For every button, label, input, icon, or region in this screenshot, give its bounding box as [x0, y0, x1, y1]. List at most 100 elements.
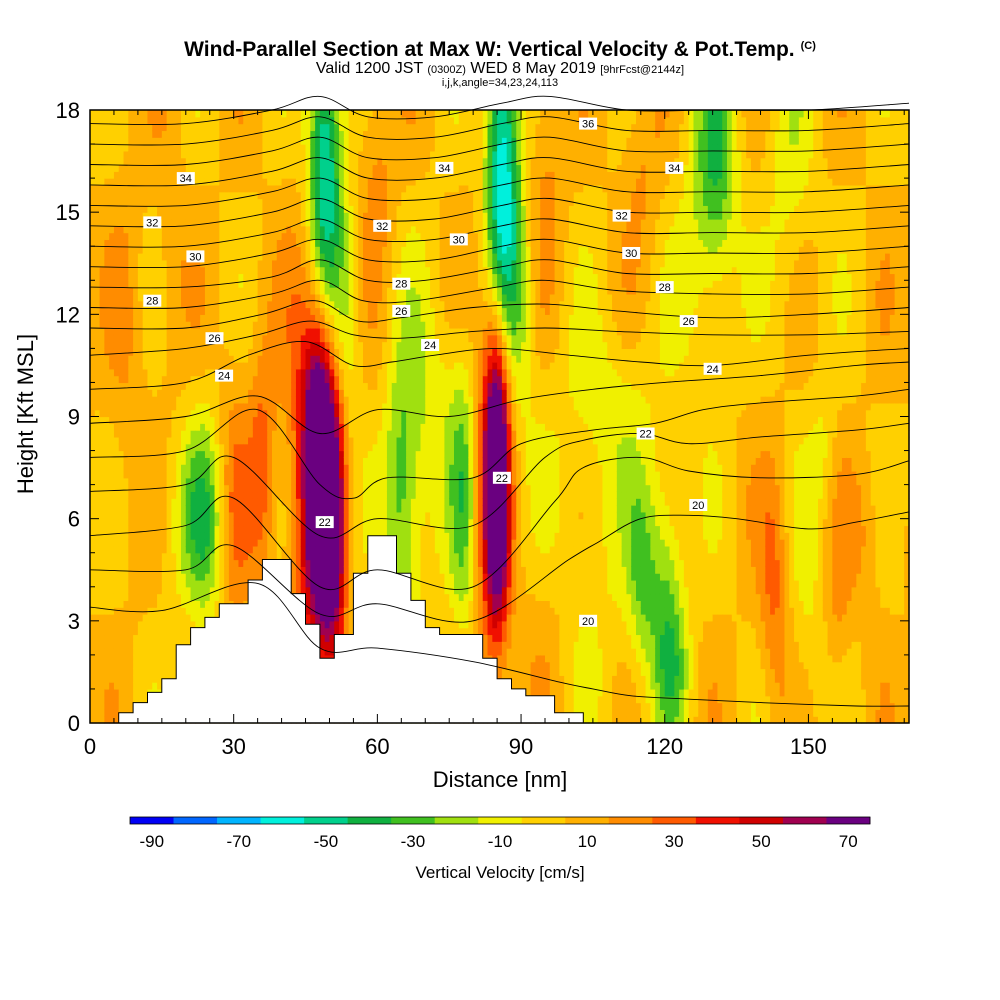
w-cell [109, 178, 115, 186]
w-cell [305, 239, 311, 247]
w-cell [305, 382, 311, 390]
w-cell [276, 334, 283, 343]
w-cell [90, 307, 96, 315]
w-cell [152, 559, 158, 567]
w-cell [195, 620, 201, 629]
w-cell [272, 314, 278, 322]
w-cell [219, 586, 225, 595]
w-cell [348, 511, 355, 520]
w-cell [209, 144, 216, 152]
w-cell [248, 314, 254, 322]
w-cell [334, 375, 340, 384]
w-cell [295, 355, 302, 363]
w-cell [99, 259, 105, 268]
w-cell [248, 430, 254, 438]
w-cell [252, 443, 259, 452]
w-cell [109, 511, 115, 520]
w-cell [181, 314, 187, 322]
w-cell [305, 273, 311, 281]
w-cell [295, 498, 302, 506]
w-cell [315, 409, 321, 418]
w-cell [291, 402, 297, 411]
w-cell [204, 586, 211, 595]
w-cell [329, 355, 335, 363]
w-cell [109, 443, 115, 452]
w-cell [324, 239, 331, 247]
w-cell [257, 232, 264, 241]
w-cell [272, 389, 278, 397]
w-cell [291, 218, 297, 227]
w-cell [233, 280, 240, 288]
w-cell [315, 614, 321, 622]
w-cell [343, 450, 350, 458]
w-cell [109, 218, 115, 227]
w-cell [137, 150, 144, 159]
w-cell [113, 641, 120, 649]
w-cell [310, 566, 316, 574]
w-cell [137, 130, 144, 138]
w-cell [142, 266, 149, 275]
w-cell [324, 525, 331, 533]
w-cell [353, 511, 359, 520]
w-cell [272, 191, 278, 200]
w-cell [104, 232, 110, 241]
w-cell [291, 341, 297, 349]
w-cell [142, 137, 149, 145]
w-cell [133, 450, 139, 458]
w-cell [334, 525, 340, 533]
w-cell [319, 559, 326, 567]
w-cell [195, 191, 201, 200]
w-cell [281, 505, 287, 513]
w-cell [228, 539, 235, 547]
w-cell [204, 157, 211, 166]
w-cell [113, 423, 120, 431]
w-cell [324, 280, 331, 288]
w-cell [300, 253, 307, 261]
w-cell [243, 123, 249, 132]
w-cell [224, 450, 230, 458]
w-cell [334, 559, 340, 567]
w-cell [300, 436, 307, 445]
w-cell [233, 491, 240, 499]
w-cell [190, 246, 196, 254]
w-cell [123, 545, 129, 554]
w-cell [257, 225, 264, 234]
w-cell [272, 144, 278, 152]
w-cell [157, 144, 163, 152]
w-cell [319, 178, 326, 186]
w-cell [329, 266, 335, 275]
w-cell [152, 539, 158, 547]
w-cell [257, 334, 264, 343]
w-cell [224, 287, 230, 295]
w-cell [90, 184, 96, 193]
w-cell [109, 321, 115, 329]
w-cell [152, 457, 158, 465]
w-cell [238, 464, 244, 472]
w-cell [267, 409, 273, 418]
w-cell [200, 198, 206, 206]
w-cell [161, 110, 168, 118]
w-cell [137, 539, 144, 547]
w-cell [161, 505, 168, 513]
w-cell [152, 470, 158, 479]
w-cell [195, 307, 201, 315]
w-cell [214, 164, 220, 172]
w-cell [348, 212, 355, 220]
w-cell [243, 198, 249, 206]
w-cell [291, 293, 297, 302]
w-cell [109, 157, 115, 166]
w-cell [157, 593, 163, 601]
w-cell [90, 661, 96, 670]
w-cell [214, 450, 220, 458]
w-cell [94, 375, 101, 384]
w-cell [161, 668, 168, 676]
w-cell [238, 273, 244, 281]
w-cell [343, 382, 350, 390]
w-cell [142, 341, 149, 349]
w-cell [99, 545, 105, 554]
w-cell [305, 287, 311, 295]
w-cell [310, 450, 316, 458]
w-cell [329, 457, 335, 465]
w-cell [319, 293, 326, 302]
w-cell [171, 273, 177, 281]
